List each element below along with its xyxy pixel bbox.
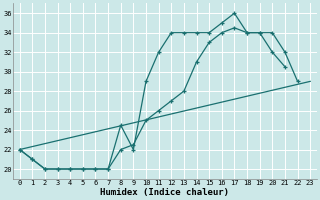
X-axis label: Humidex (Indice chaleur): Humidex (Indice chaleur) bbox=[100, 188, 229, 197]
